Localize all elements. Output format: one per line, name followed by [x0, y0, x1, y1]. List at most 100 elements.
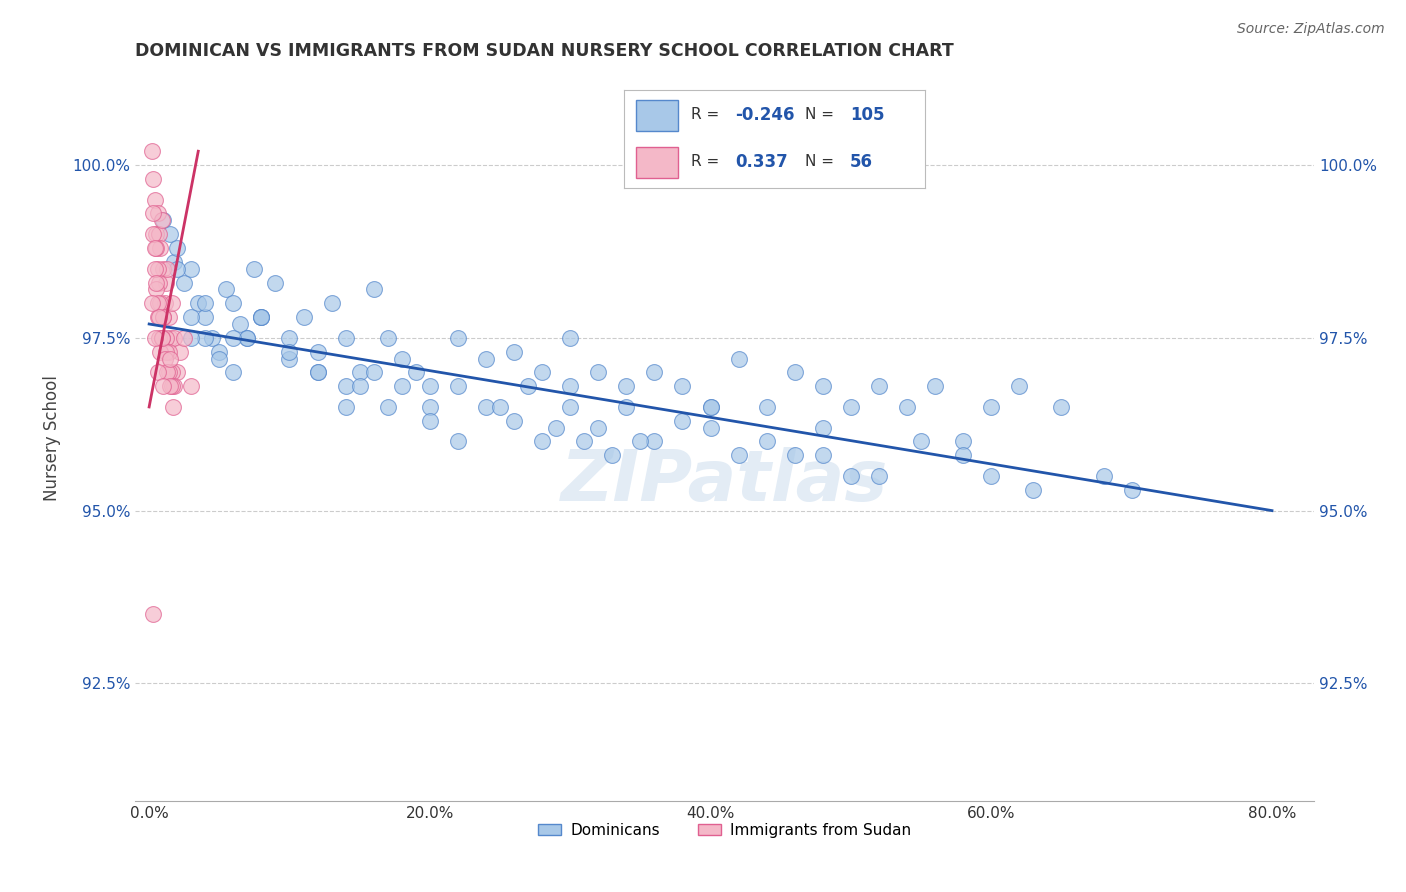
- Point: [163, 379, 186, 393]
- Point: [141, 145, 163, 159]
- Point: [349, 379, 371, 393]
- Point: [155, 331, 177, 345]
- Point: [150, 213, 173, 227]
- Point: [180, 379, 202, 393]
- Point: [153, 351, 176, 366]
- Text: Source: ZipAtlas.com: Source: ZipAtlas.com: [1237, 22, 1385, 37]
- Point: [160, 365, 183, 379]
- Point: [503, 414, 526, 428]
- Point: [173, 276, 195, 290]
- Point: [264, 276, 287, 290]
- Point: [1092, 469, 1115, 483]
- Point: [1121, 483, 1143, 497]
- Point: [162, 400, 184, 414]
- Point: [503, 344, 526, 359]
- Point: [531, 365, 554, 379]
- Point: [391, 351, 413, 366]
- Point: [163, 255, 186, 269]
- Point: [363, 365, 385, 379]
- Point: [419, 400, 441, 414]
- Point: [169, 344, 191, 359]
- Point: [222, 365, 245, 379]
- Y-axis label: Nursery School: Nursery School: [44, 376, 60, 501]
- Point: [377, 331, 399, 345]
- Point: [159, 331, 181, 345]
- Point: [489, 400, 512, 414]
- Text: DOMINICAN VS IMMIGRANTS FROM SUDAN NURSERY SCHOOL CORRELATION CHART: DOMINICAN VS IMMIGRANTS FROM SUDAN NURSE…: [135, 42, 953, 60]
- Point: [143, 193, 166, 207]
- Point: [148, 227, 170, 242]
- Text: ZIPatlas: ZIPatlas: [561, 447, 889, 516]
- Point: [156, 365, 179, 379]
- Point: [643, 434, 665, 449]
- Point: [145, 227, 167, 242]
- Point: [783, 448, 806, 462]
- Point: [278, 351, 301, 366]
- Point: [194, 296, 217, 310]
- Point: [160, 296, 183, 310]
- Point: [166, 241, 188, 255]
- Point: [148, 310, 170, 324]
- Point: [952, 448, 974, 462]
- Point: [868, 469, 890, 483]
- Point: [839, 469, 862, 483]
- Point: [157, 344, 180, 359]
- Point: [307, 365, 329, 379]
- Point: [208, 351, 231, 366]
- Point: [222, 331, 245, 345]
- Point: [208, 344, 231, 359]
- Point: [447, 379, 470, 393]
- Point: [531, 434, 554, 449]
- Point: [278, 331, 301, 345]
- Point: [166, 261, 188, 276]
- Point: [157, 365, 180, 379]
- Point: [671, 414, 693, 428]
- Point: [307, 344, 329, 359]
- Point: [146, 310, 169, 324]
- Point: [155, 344, 177, 359]
- Point: [628, 434, 651, 449]
- Point: [600, 448, 623, 462]
- Point: [180, 261, 202, 276]
- Point: [349, 365, 371, 379]
- Point: [222, 296, 245, 310]
- Point: [699, 400, 721, 414]
- Point: [215, 282, 238, 296]
- Point: [160, 379, 183, 393]
- Point: [142, 206, 165, 220]
- Point: [868, 379, 890, 393]
- Point: [980, 400, 1002, 414]
- Point: [588, 365, 610, 379]
- Point: [811, 379, 834, 393]
- Point: [145, 276, 167, 290]
- Point: [243, 261, 266, 276]
- Point: [447, 331, 470, 345]
- Point: [292, 310, 315, 324]
- Point: [811, 420, 834, 434]
- Point: [1008, 379, 1031, 393]
- Point: [517, 379, 540, 393]
- Point: [1022, 483, 1045, 497]
- Point: [155, 276, 177, 290]
- Point: [152, 261, 174, 276]
- Point: [145, 241, 167, 255]
- Point: [405, 365, 427, 379]
- Point: [194, 310, 217, 324]
- Point: [447, 434, 470, 449]
- Point: [153, 296, 176, 310]
- Point: [614, 400, 637, 414]
- Legend: Dominicans, Immigrants from Sudan: Dominicans, Immigrants from Sudan: [531, 817, 917, 844]
- Point: [180, 310, 202, 324]
- Point: [419, 414, 441, 428]
- Point: [560, 400, 582, 414]
- Point: [146, 365, 169, 379]
- Point: [163, 331, 186, 345]
- Point: [194, 331, 217, 345]
- Point: [146, 206, 169, 220]
- Point: [201, 331, 224, 345]
- Point: [187, 296, 209, 310]
- Point: [146, 261, 169, 276]
- Point: [159, 351, 181, 366]
- Point: [727, 351, 749, 366]
- Point: [148, 331, 170, 345]
